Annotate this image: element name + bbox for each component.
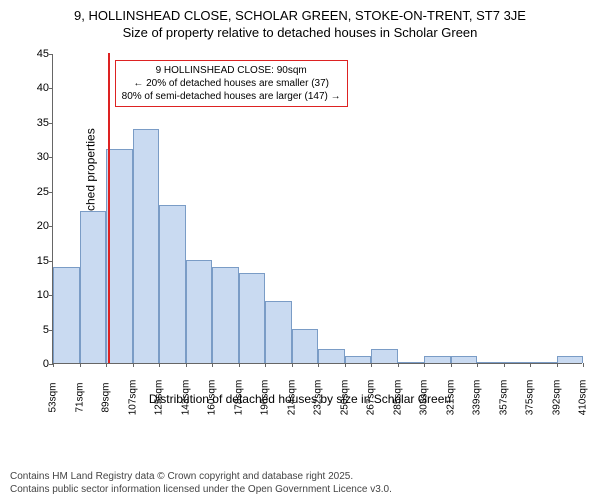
x-tick-mark [80, 363, 81, 367]
footer-line1: Contains HM Land Registry data © Crown c… [10, 470, 392, 483]
plot-area: 05101520253035404553sqm71sqm89sqm107sqm1… [52, 54, 582, 364]
x-tick-mark [557, 363, 558, 367]
x-tick-mark [186, 363, 187, 367]
y-tick-label: 5 [23, 324, 49, 336]
y-tick-label: 10 [23, 289, 49, 301]
x-tick-mark [530, 363, 531, 367]
x-tick-mark [318, 363, 319, 367]
histogram-bar [186, 260, 213, 363]
y-tick-mark [49, 157, 53, 158]
x-tick-mark [106, 363, 107, 367]
chart-container: Number of detached properties 0510152025… [0, 44, 600, 434]
info-line2: ← 20% of detached houses are smaller (37… [122, 77, 341, 90]
marker-line [108, 53, 110, 363]
histogram-bar [451, 356, 478, 363]
y-tick-mark [49, 192, 53, 193]
y-tick-label: 30 [23, 151, 49, 163]
histogram-bar [265, 301, 292, 363]
x-tick-mark [398, 363, 399, 367]
histogram-bar [345, 356, 372, 363]
x-tick-mark [133, 363, 134, 367]
x-tick-mark [53, 363, 54, 367]
x-tick-mark [159, 363, 160, 367]
x-tick-mark [265, 363, 266, 367]
info-line1: 9 HOLLINSHEAD CLOSE: 90sqm [122, 64, 341, 77]
y-tick-label: 25 [23, 186, 49, 198]
x-tick-mark [239, 363, 240, 367]
y-tick-label: 45 [23, 48, 49, 60]
histogram-bar [212, 267, 239, 363]
histogram-bar [159, 205, 186, 363]
x-tick-mark [424, 363, 425, 367]
histogram-bar [292, 329, 319, 363]
x-tick-mark [292, 363, 293, 367]
x-tick-mark [477, 363, 478, 367]
chart-title-sub: Size of property relative to detached ho… [0, 23, 600, 44]
histogram-bar [530, 362, 557, 363]
chart-title-main: 9, HOLLINSHEAD CLOSE, SCHOLAR GREEN, STO… [0, 0, 600, 23]
histogram-bar [557, 356, 584, 363]
y-tick-label: 20 [23, 220, 49, 232]
x-tick-mark [345, 363, 346, 367]
y-tick-label: 15 [23, 255, 49, 267]
y-tick-mark [49, 54, 53, 55]
y-tick-mark [49, 261, 53, 262]
histogram-bar [133, 129, 160, 363]
x-tick-mark [583, 363, 584, 367]
y-tick-mark [49, 88, 53, 89]
histogram-bar [53, 267, 80, 363]
x-tick-mark [504, 363, 505, 367]
info-line3: 80% of semi-detached houses are larger (… [122, 90, 341, 103]
histogram-bar [106, 149, 133, 363]
histogram-bar [398, 362, 425, 363]
histogram-bar [371, 349, 398, 363]
x-tick-mark [371, 363, 372, 367]
footer-attribution: Contains HM Land Registry data © Crown c… [10, 470, 392, 496]
histogram-bar [318, 349, 345, 363]
footer-line2: Contains public sector information licen… [10, 483, 392, 496]
x-tick-mark [212, 363, 213, 367]
histogram-bar [504, 362, 531, 363]
y-tick-label: 40 [23, 82, 49, 94]
histogram-bar [80, 211, 107, 363]
histogram-bar [239, 273, 266, 363]
histogram-bar [424, 356, 451, 363]
marker-info-box: 9 HOLLINSHEAD CLOSE: 90sqm ← 20% of deta… [115, 60, 348, 107]
y-tick-mark [49, 226, 53, 227]
y-tick-mark [49, 123, 53, 124]
y-tick-label: 0 [23, 358, 49, 370]
y-tick-label: 35 [23, 117, 49, 129]
x-axis-label: Distribution of detached houses by size … [0, 392, 600, 406]
x-tick-mark [451, 363, 452, 367]
histogram-bar [477, 362, 504, 363]
